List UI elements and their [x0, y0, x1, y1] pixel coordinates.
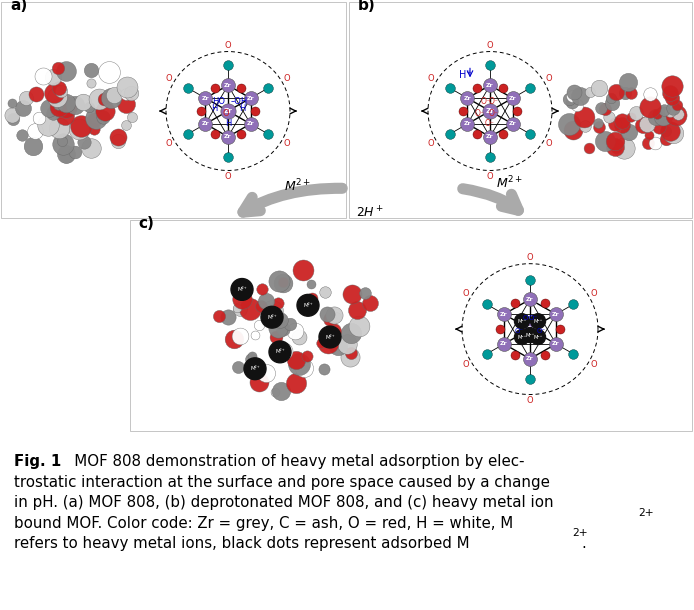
Text: MOF 808 demonstration of heavy metal adsorption by elec-: MOF 808 demonstration of heavy metal ads… [60, 454, 525, 469]
Text: O: O [463, 289, 469, 298]
Text: M²⁺: M²⁺ [517, 334, 527, 340]
Text: Zr: Zr [246, 96, 254, 101]
Circle shape [319, 326, 341, 348]
Text: Zr: Zr [202, 96, 210, 101]
Text: O⁻: O⁻ [485, 120, 495, 129]
Text: a): a) [10, 0, 27, 13]
Text: M²⁺: M²⁺ [276, 350, 285, 354]
Text: O⁻: O⁻ [481, 96, 491, 106]
Text: Zr: Zr [500, 342, 508, 346]
Text: Zr: Zr [246, 121, 254, 126]
Text: Zr: Zr [464, 121, 471, 126]
Text: Zr: Zr [486, 134, 494, 139]
Text: O: O [591, 289, 598, 298]
Text: Zr: Zr [500, 312, 508, 317]
Text: M²⁺: M²⁺ [237, 287, 247, 292]
Text: O⁻: O⁻ [536, 328, 545, 334]
Text: Zr: Zr [464, 96, 471, 101]
Text: Zr: Zr [486, 108, 494, 114]
Text: Zr: Zr [526, 297, 534, 302]
Text: Zr: Zr [552, 342, 560, 346]
Text: O: O [225, 172, 231, 181]
Text: O: O [591, 361, 598, 369]
Text: Zr: Zr [202, 121, 210, 126]
Text: 2+: 2+ [638, 508, 654, 518]
Text: O: O [223, 109, 229, 118]
Text: Zr: Zr [552, 312, 560, 317]
Circle shape [514, 314, 530, 329]
Text: Zr: Zr [526, 356, 534, 361]
Text: H: H [211, 104, 217, 113]
FancyArrowPatch shape [463, 188, 518, 210]
FancyBboxPatch shape [349, 2, 692, 218]
Text: O: O [527, 396, 533, 405]
Text: Fig. 1: Fig. 1 [14, 454, 61, 469]
Text: refers to heavy metal ions, black dots represent adsorbed M: refers to heavy metal ions, black dots r… [14, 536, 470, 551]
FancyArrowPatch shape [243, 188, 342, 212]
Text: O: O [284, 139, 290, 148]
Text: Zr: Zr [224, 83, 232, 88]
Text: $M^{2+}$: $M^{2+}$ [496, 175, 524, 192]
Text: HO: HO [212, 96, 225, 106]
Text: O: O [428, 74, 434, 83]
FancyBboxPatch shape [130, 220, 692, 431]
Text: O: O [486, 41, 493, 50]
Text: M²⁺: M²⁺ [267, 315, 277, 320]
Text: M²⁺: M²⁺ [533, 334, 543, 340]
Text: O: O [166, 74, 172, 83]
Circle shape [261, 306, 283, 328]
Text: O: O [428, 139, 434, 148]
Text: O: O [545, 74, 552, 83]
Text: O⁻: O⁻ [528, 315, 538, 321]
Text: H: H [225, 120, 231, 129]
Circle shape [523, 328, 537, 342]
Text: M²⁺: M²⁺ [251, 366, 260, 371]
Text: Zr: Zr [525, 326, 534, 332]
Text: bound MOF. Color code: Zr = grey, C = ash, O = red, H = white, M: bound MOF. Color code: Zr = grey, C = as… [14, 515, 514, 531]
Text: Zr: Zr [224, 134, 232, 139]
Circle shape [514, 329, 530, 345]
Text: Zr: Zr [509, 96, 516, 101]
Circle shape [231, 279, 253, 300]
Text: O⁻: O⁻ [475, 109, 485, 118]
Text: trostatic interaction at the surface and pore space caused by a change: trostatic interaction at the surface and… [14, 475, 550, 490]
Text: M²⁺: M²⁺ [517, 318, 527, 324]
Text: O: O [166, 139, 172, 148]
Text: H⁺: H⁺ [459, 70, 471, 81]
Circle shape [530, 314, 545, 329]
Text: .: . [581, 536, 586, 551]
Circle shape [244, 358, 266, 379]
Text: O⁻: O⁻ [514, 328, 523, 334]
Text: $2H^+$: $2H^+$ [356, 206, 384, 221]
Text: O⁻: O⁻ [523, 315, 532, 321]
Text: 2+: 2+ [572, 528, 588, 539]
Text: Zr: Zr [509, 121, 516, 126]
Text: Zr: Zr [486, 83, 494, 88]
Text: O: O [463, 361, 469, 369]
Text: H: H [239, 104, 245, 113]
Text: c): c) [138, 216, 154, 231]
Text: O: O [486, 172, 493, 181]
Text: O: O [284, 74, 290, 83]
Text: O: O [527, 253, 533, 262]
Text: O: O [545, 139, 552, 148]
Text: Zr: Zr [223, 108, 232, 114]
Circle shape [530, 329, 545, 345]
Text: b): b) [358, 0, 375, 13]
Text: O⁻: O⁻ [489, 109, 499, 118]
Circle shape [297, 295, 319, 316]
Text: O⁻: O⁻ [489, 96, 499, 106]
Text: O: O [225, 41, 231, 50]
FancyBboxPatch shape [1, 2, 346, 218]
Text: M²⁺: M²⁺ [525, 332, 534, 337]
Text: –OH: –OH [231, 96, 248, 106]
Text: M²⁺: M²⁺ [325, 334, 335, 340]
Text: in pH. (a) MOF 808, (b) deprotonated MOF 808, and (c) heavy metal ion: in pH. (a) MOF 808, (b) deprotonated MOF… [14, 495, 554, 510]
Text: M²⁺: M²⁺ [303, 303, 313, 308]
Text: M²⁺: M²⁺ [533, 318, 543, 324]
Text: $M^{2+}$: $M^{2+}$ [285, 178, 312, 195]
Circle shape [269, 341, 291, 363]
